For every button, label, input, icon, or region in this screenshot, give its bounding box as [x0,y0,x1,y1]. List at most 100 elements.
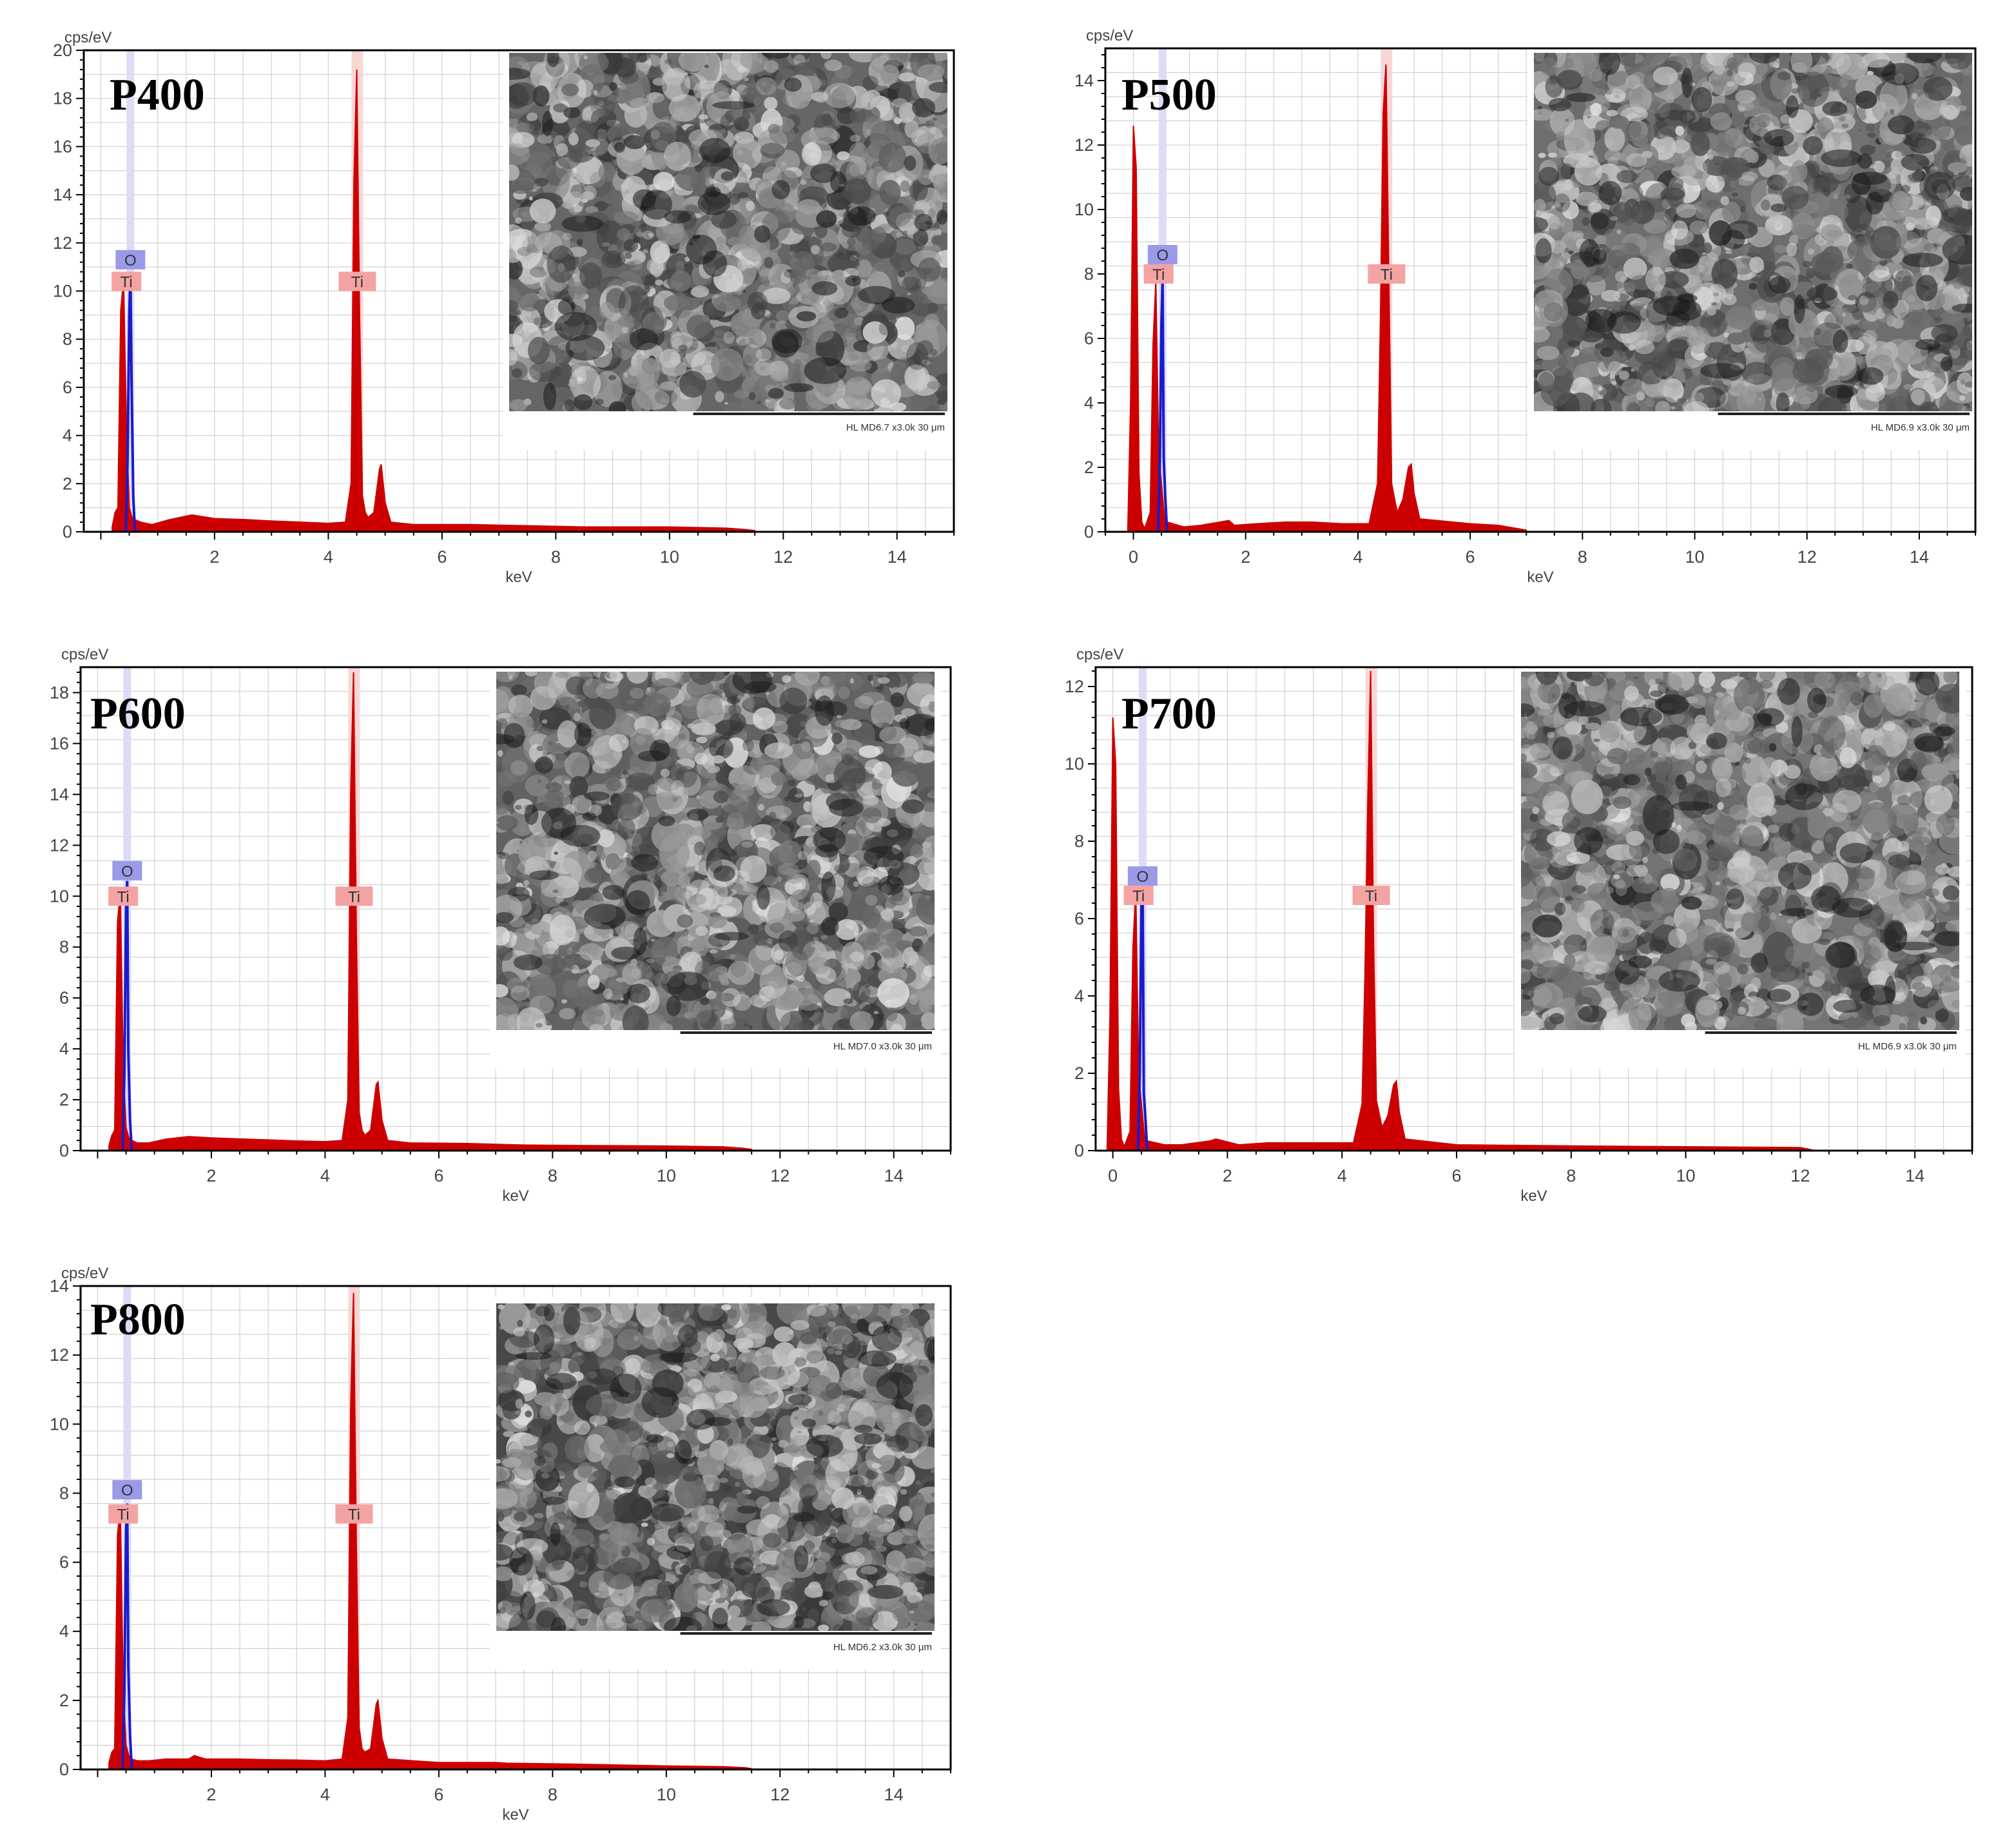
element-label-box [111,271,142,291]
panel-p800: 2 4 6 8 10 12 14 0 2 4 6 8 10 12 14 O Ti Ti cps/eV keV P800 H… [19,1257,960,1831]
plot-frame [79,666,952,1152]
sem-inset [503,46,954,450]
y-tick-label: 4 [59,1039,69,1058]
spectrum-series [108,1292,753,1770]
y-tick-label: 6 [1074,909,1084,928]
x-tick-label: 14 [887,547,907,567]
y-tick-label: 2 [63,474,72,493]
y-tick-label: 6 [1084,329,1094,348]
y-tick-label: 4 [59,1622,69,1641]
element-label-ti-k: Ti [1365,888,1377,905]
y-tick-label: 14 [53,185,72,204]
element-label-box [338,271,376,291]
panel-title: P800 [90,1295,186,1345]
y-tick-label: 2 [1084,458,1094,477]
panel-title: P500 [1121,70,1217,120]
element-label-box [112,1480,142,1500]
y-tick-label: 14 [50,784,69,804]
y-tick-label: 2 [59,1691,69,1710]
panel-p700: 0 2 4 6 8 10 12 14 0 2 4 6 8 10 12 O Ti Ti cps/eV keV P700 HL… [1044,638,1985,1212]
oxygen-series [121,881,133,1151]
x-tick-label: 12 [773,547,793,567]
eds-chart-p600: 2 4 6 8 10 12 14 0 2 4 6 8 10 12 14 16 18 O Ti Ti cps/eV keV P… [50,646,952,1205]
panel-title: P700 [1121,689,1217,739]
x-axis-label: keV [1527,569,1553,586]
y-tick-label: 14 [1074,71,1094,90]
element-label-box [1352,886,1390,905]
y-tick-label: 6 [63,378,72,397]
y-tick-label: 10 [1065,754,1084,774]
y-tick-label: 0 [59,1760,69,1779]
element-label-box [108,1504,139,1524]
y-tick-label: 0 [63,522,72,541]
x-tick-label: 6 [1451,1166,1461,1185]
element-label-box [1127,866,1158,886]
x-axis-label: keV [502,1187,528,1205]
x-tick-label: 4 [1337,1166,1347,1185]
y-tick-label: 8 [59,1483,69,1503]
element-label-ti-l: Ti [117,888,130,906]
spectrum-series [1106,670,1813,1151]
x-tick-label: 6 [1466,547,1475,567]
spectrum-series [111,69,756,532]
element-label-box [1143,264,1174,284]
x-tick-label: 14 [1910,547,1929,567]
x-tick-label: 6 [437,547,447,567]
element-label-ti-k: Ti [348,888,360,906]
element-label-ti-l: Ti [121,274,133,291]
y-tick-label: 14 [50,1276,69,1296]
x-tick-label: 0 [1108,1166,1118,1185]
x-axis-label: keV [1520,1187,1547,1205]
x-tick-label: 10 [657,1166,676,1185]
x-tick-label: 12 [770,1785,790,1804]
element-label-ti-l: Ti [1152,266,1165,284]
spectrum-series [1127,64,1527,532]
y-unit-label: cps/eV [61,1265,108,1282]
x-tick-label: 10 [660,547,679,567]
sem-image [496,1303,935,1631]
y-tick-label: 6 [59,988,69,1008]
inset-caption: HL MD7.0 x3.0k 30 μm [833,1041,932,1052]
element-label-o: O [1157,247,1169,264]
x-tick-label: 14 [1905,1166,1924,1185]
eds-chart-p400: 2 4 6 8 10 12 14 0 2 4 6 8 10 12 14 16 18 20 O Ti Ti cps/eV ke… [53,29,955,586]
x-tick-label: 4 [1353,547,1362,567]
sem-inset [490,665,941,1069]
x-tick-label: 8 [548,1166,557,1185]
y-unit-label: cps/eV [64,29,111,46]
y-tick-label: 2 [1074,1064,1084,1083]
element-label-box [112,861,142,881]
y-tick-label: 18 [50,683,69,702]
eds-chart-p500: 0 2 4 6 8 10 12 14 0 2 4 6 8 10 12 14 O Ti Ti cps/eV keV P500… [1074,27,1979,586]
x-tick-label: 2 [206,1166,216,1185]
panel-p400: 2 4 6 8 10 12 14 0 2 4 6 8 10 12 14 16 18 20 O Ti Ti cps/eV ke… [26,19,967,593]
y-tick-label: 8 [59,937,69,957]
x-tick-label: 6 [434,1785,443,1804]
x-tick-label: 12 [1790,1166,1810,1185]
y-tick-label: 12 [53,233,72,253]
y-tick-label: 16 [53,137,72,156]
inset-caption: HL MD6.9 x3.0k 30 μm [1858,1041,1957,1052]
element-label-o: O [1137,868,1149,886]
sem-inset [490,1297,941,1670]
inset-caption: HL MD6.7 x3.0k 30 μm [846,422,945,433]
sem-image [496,672,935,1030]
sem-image [1534,53,1972,411]
element-label-box [1123,886,1154,905]
y-tick-label: 12 [50,1345,69,1365]
y-tick-label: 8 [1074,832,1084,851]
oxygen-series [121,1503,133,1770]
x-tick-label: 10 [1685,547,1704,567]
y-tick-label: 0 [1074,1141,1084,1160]
y-tick-label: 18 [53,89,72,108]
element-label-ti-l: Ti [1132,888,1145,905]
x-axis-label: keV [505,569,532,586]
element-label-box [1368,264,1406,284]
panel-title: P400 [110,70,205,120]
element-label-o: O [124,252,137,269]
x-tick-label: 8 [551,547,561,567]
spectrum-series [108,672,753,1151]
y-tick-label: 10 [50,1414,69,1434]
x-tick-label: 4 [320,1166,330,1185]
y-tick-label: 0 [1084,522,1094,541]
